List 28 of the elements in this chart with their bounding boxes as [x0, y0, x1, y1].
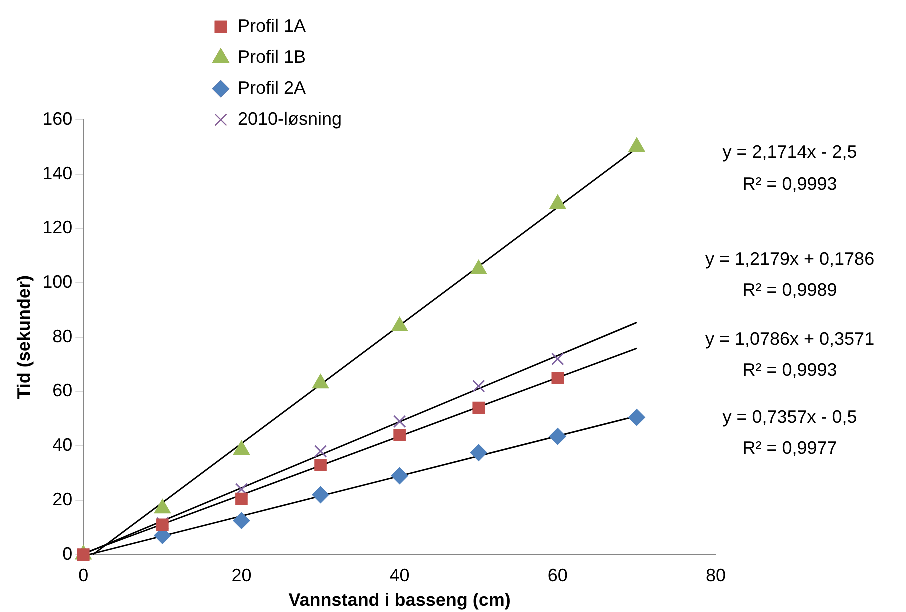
x-tick-label: 60: [548, 566, 568, 586]
x-tick-label: 0: [78, 566, 89, 586]
legend-label: Profil 1B: [238, 46, 306, 67]
annotation: y = 1,0786x + 0,3571: [705, 328, 875, 349]
y-tick-label: 120: [42, 218, 73, 238]
text: y = 0,7357x - 0,5: [722, 406, 858, 427]
legend-label: Profil 2A: [238, 78, 306, 98]
y-tick-label: 0: [62, 544, 73, 564]
y-tick-label: 20: [52, 489, 73, 510]
y-tick-label: 140: [42, 163, 73, 184]
y-tick-label: 80: [52, 326, 73, 346]
text: y = 2,1714x - 2,5: [722, 142, 858, 162]
text: R² = 0,9989: [742, 280, 838, 300]
y-tick-label: 60: [52, 380, 73, 401]
y-tick-label: 40: [52, 435, 73, 456]
annotation: y = 1,2179x + 0,1786: [705, 248, 875, 269]
y-axis-title: Tid (sekunder): [14, 276, 34, 400]
text: R² = 0,9993: [742, 360, 838, 380]
legend-label: 2010-løsning: [238, 108, 342, 129]
text: R² = 0,9993: [742, 174, 838, 194]
legend-label: Profil 1A: [238, 16, 306, 36]
y-tick-label: 160: [42, 108, 73, 129]
x-tick-label: 80: [706, 566, 726, 586]
x-axis-title: Vannstand i basseng (cm): [288, 590, 511, 610]
text: R² = 0,9977: [742, 438, 838, 458]
x-tick-label: 40: [390, 566, 410, 586]
y-tick-label: 100: [42, 272, 73, 292]
x-tick-label: 20: [232, 566, 252, 586]
